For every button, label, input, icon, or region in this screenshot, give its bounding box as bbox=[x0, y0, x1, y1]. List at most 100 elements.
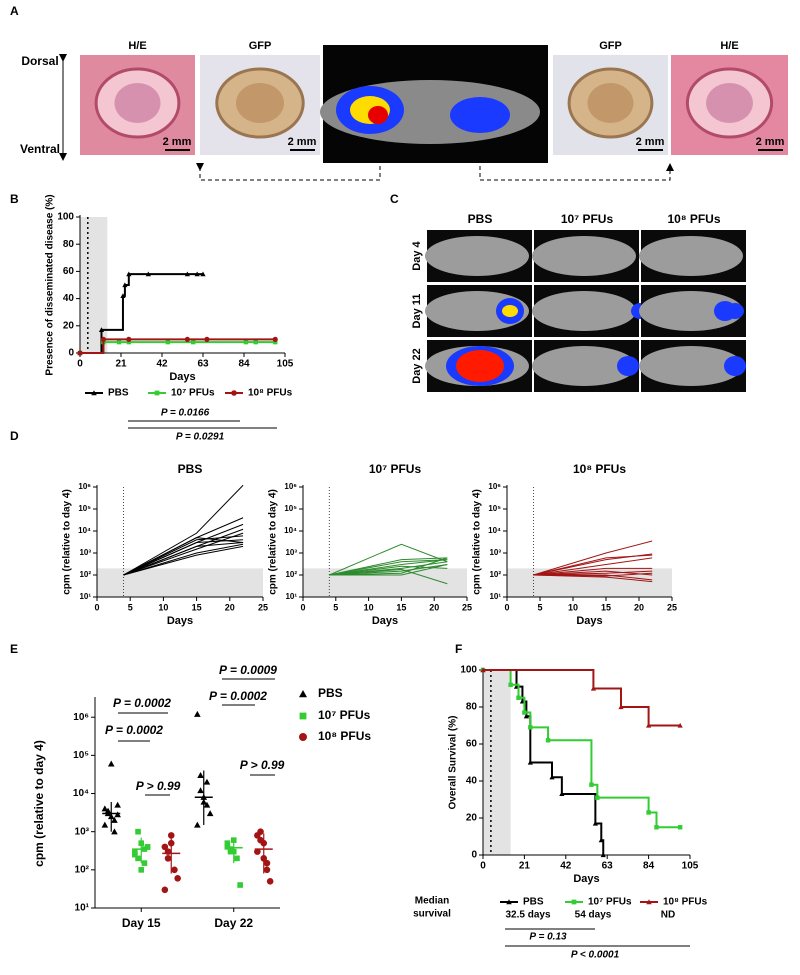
y-tick-label: 10⁶ bbox=[284, 482, 297, 491]
y-tick-label: 10⁴ bbox=[284, 526, 297, 535]
panel-label: D bbox=[10, 429, 19, 443]
x-axis-label: Days bbox=[576, 615, 602, 627]
scale-label: 2 mm bbox=[163, 136, 192, 148]
x-tick-label: 0 bbox=[480, 861, 486, 872]
mouse-body bbox=[639, 236, 743, 276]
point bbox=[191, 339, 196, 345]
p-value: P = 0.13 bbox=[529, 932, 567, 943]
x-tick-label: 15 bbox=[192, 602, 202, 612]
x-tick-label: 0 bbox=[504, 602, 509, 612]
x-tick-label: 63 bbox=[197, 359, 209, 370]
x-tick-label: 5 bbox=[537, 602, 542, 612]
point bbox=[549, 774, 555, 780]
point bbox=[299, 690, 307, 698]
point bbox=[194, 710, 201, 717]
chart-title: PBS bbox=[178, 462, 203, 476]
x-tick-label: 42 bbox=[156, 359, 168, 370]
shaded-region bbox=[80, 217, 108, 353]
series-line bbox=[533, 540, 653, 576]
step-line bbox=[483, 669, 605, 855]
y-tick-label: 10¹ bbox=[79, 592, 91, 601]
point bbox=[203, 778, 211, 785]
x-tick-label: 0 bbox=[300, 602, 305, 612]
point bbox=[508, 682, 513, 688]
mouse-body bbox=[532, 291, 636, 331]
shaded-region bbox=[303, 568, 467, 597]
orientation-label: Ventral bbox=[20, 142, 60, 156]
series-line bbox=[123, 545, 244, 576]
point bbox=[132, 848, 138, 855]
point bbox=[100, 336, 107, 342]
row-label: Day 22 bbox=[411, 348, 423, 383]
point bbox=[111, 828, 118, 835]
p-value: P = 0.0002 bbox=[113, 696, 171, 710]
column-header: PBS bbox=[468, 212, 493, 226]
point bbox=[528, 725, 533, 730]
x-tick-label: 15 bbox=[396, 602, 406, 612]
point bbox=[263, 866, 271, 874]
panel-label: A bbox=[10, 4, 19, 18]
image-title: GFP bbox=[249, 40, 272, 52]
x-tick-label: 10 bbox=[364, 602, 374, 612]
x-tick-label: 20 bbox=[634, 602, 644, 612]
point bbox=[600, 852, 606, 858]
series-line bbox=[123, 542, 244, 576]
point bbox=[141, 860, 148, 866]
point bbox=[590, 685, 596, 691]
x-tick-label: 25 bbox=[462, 602, 472, 612]
point bbox=[184, 271, 190, 277]
point bbox=[224, 844, 231, 850]
y-axis-label: Presence of disseminated disease (%) bbox=[45, 194, 56, 375]
series-line bbox=[329, 564, 448, 576]
signal bbox=[724, 356, 746, 376]
point bbox=[273, 339, 278, 345]
signal bbox=[368, 106, 388, 124]
point bbox=[197, 772, 204, 778]
point bbox=[77, 350, 83, 356]
shaded-region bbox=[507, 568, 672, 597]
mouse-body bbox=[532, 236, 636, 276]
median-label: 32.5 days bbox=[505, 910, 550, 921]
point bbox=[161, 886, 169, 894]
point bbox=[257, 828, 264, 835]
y-tick-label: 10³ bbox=[79, 548, 91, 557]
x-tick-label: 10 bbox=[568, 602, 578, 612]
y-tick-label: 10¹ bbox=[75, 903, 90, 914]
shaded-region bbox=[97, 568, 263, 597]
median-heading: Median bbox=[415, 896, 449, 907]
x-tick-label: 25 bbox=[667, 602, 677, 612]
mouse-body bbox=[425, 236, 529, 276]
y-tick-label: 10¹ bbox=[285, 592, 297, 601]
series-line bbox=[329, 559, 448, 576]
point bbox=[595, 795, 600, 800]
point bbox=[224, 840, 231, 846]
point bbox=[101, 821, 109, 828]
y-tick-label: 40 bbox=[466, 776, 478, 787]
x-axis-label: Days bbox=[573, 873, 599, 885]
y-tick-label: 0 bbox=[68, 348, 74, 359]
point bbox=[559, 791, 565, 797]
y-tick-label: 10⁶ bbox=[78, 482, 91, 491]
point bbox=[200, 271, 206, 277]
legend-label: PBS bbox=[108, 388, 129, 399]
point bbox=[545, 738, 551, 743]
point bbox=[677, 722, 683, 728]
p-value: P = 0.0002 bbox=[209, 689, 267, 703]
mouse-body bbox=[532, 346, 636, 386]
point bbox=[126, 336, 132, 342]
chart-title: 10⁷ PFUs bbox=[369, 462, 422, 476]
signal bbox=[714, 301, 736, 321]
series-line bbox=[329, 565, 448, 576]
series-line bbox=[123, 543, 244, 576]
row-label: Day 11 bbox=[411, 294, 423, 329]
point bbox=[234, 855, 240, 862]
series-line bbox=[533, 572, 653, 577]
point bbox=[522, 710, 527, 715]
y-tick-label: 10³ bbox=[75, 826, 90, 837]
x-tick-label: 15 bbox=[601, 602, 611, 612]
y-tick-label: 10² bbox=[79, 570, 91, 579]
orientation-label: Dorsal bbox=[21, 54, 58, 68]
x-tick-label: 20 bbox=[429, 602, 439, 612]
tissue-core bbox=[587, 83, 634, 123]
